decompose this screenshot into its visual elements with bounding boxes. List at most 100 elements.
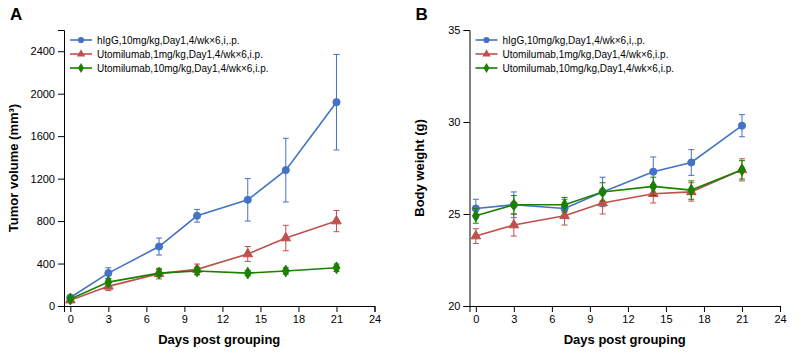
marker <box>155 243 162 250</box>
error-bar-cap <box>650 195 656 196</box>
plot-area <box>66 54 342 305</box>
line <box>70 221 336 300</box>
tick-mark <box>58 136 64 137</box>
legend-marker <box>482 49 490 56</box>
tick: 18 <box>293 306 305 325</box>
tick-mark <box>184 306 185 312</box>
y-axis: 20253035 <box>448 24 470 312</box>
tick-label: 9 <box>182 313 188 325</box>
error-bar-cap <box>600 201 606 202</box>
tick-mark <box>514 306 515 312</box>
y-axis-title: Tumor volume (mm³) <box>6 104 21 232</box>
error-bar <box>156 238 162 255</box>
tick-mark <box>780 306 781 312</box>
error-bar-cap <box>739 158 745 159</box>
error-bar-cap <box>688 199 694 200</box>
legend-item: Utomilumab,1mg/kg,Day1,4/wk×6,i.p. <box>70 49 263 60</box>
tick-label: 6 <box>144 313 150 325</box>
error-bar-cap <box>333 54 339 55</box>
panel-title: A <box>10 5 22 24</box>
error-bar <box>194 209 200 222</box>
error-bar <box>739 159 745 181</box>
legend-label: Utomilumab,10mg/kg,Day1,4/wk×6,i.p. <box>97 63 268 74</box>
marker <box>194 212 201 219</box>
error-bar <box>562 197 568 212</box>
tick-label: 12 <box>217 313 229 325</box>
error-bar-cap <box>245 261 251 262</box>
error-bar-cap <box>105 267 111 268</box>
x-axis: 03691215182124 <box>470 306 787 325</box>
tick-mark <box>464 30 470 31</box>
tick: 15 <box>660 306 672 325</box>
marker <box>650 168 657 175</box>
tick-label: 3 <box>106 313 112 325</box>
error-bar-cap <box>688 180 694 181</box>
tick-mark <box>336 306 337 312</box>
legend-marker <box>77 49 85 56</box>
tick-label: 0 <box>49 300 55 312</box>
line <box>476 170 742 236</box>
error-bar <box>511 196 517 214</box>
error-bar <box>333 54 339 150</box>
x-axis: 03691215182124 <box>65 306 382 325</box>
series <box>471 159 747 244</box>
tick: 1600 <box>31 130 64 142</box>
error-bar-cap <box>650 177 656 178</box>
tick: 18 <box>698 306 710 325</box>
tick: 21 <box>736 306 748 325</box>
tick: 6 <box>144 306 150 325</box>
marker <box>738 122 745 129</box>
tick-mark <box>375 306 376 312</box>
marker <box>244 267 251 279</box>
line <box>70 268 336 299</box>
tick-mark <box>58 221 64 222</box>
tick: 0 <box>49 300 64 312</box>
tick: 400 <box>37 258 64 270</box>
legend-label: Utomilumab,1mg/kg,Day1,4/wk×6,i.p. <box>97 49 263 60</box>
error-bar-cap <box>473 208 479 209</box>
tick-label: 15 <box>660 313 672 325</box>
tick: 9 <box>182 306 188 325</box>
error-bar-cap <box>333 210 339 211</box>
marker <box>243 248 253 256</box>
error-bar-cap <box>562 212 568 213</box>
tick-mark <box>58 306 64 307</box>
tick-mark <box>704 306 705 312</box>
error-bar-cap <box>283 250 289 251</box>
legend-marker <box>483 37 489 43</box>
series <box>66 210 342 302</box>
error-bar-cap <box>156 255 162 256</box>
marker <box>244 196 251 203</box>
legend-item: Utomilumab,1mg/kg,Day1,4/wk×6,i.p. <box>476 49 669 60</box>
tick: 800 <box>37 215 64 227</box>
error-bar <box>739 115 745 137</box>
error-bar-cap <box>473 223 479 224</box>
marker <box>67 293 74 305</box>
legend-marker <box>78 63 84 73</box>
tick: 21 <box>331 306 343 325</box>
tick-mark <box>464 122 470 123</box>
error-bar-cap <box>283 201 289 202</box>
legend-label: Utomilumab,1mg/kg,Day1,4/wk×6,i.p. <box>503 49 669 60</box>
error-bar <box>245 179 251 221</box>
tick-label: 15 <box>255 313 267 325</box>
error-bar-cap <box>511 195 517 196</box>
error-bar-cap <box>473 228 479 229</box>
marker <box>156 267 163 279</box>
tick-label: 21 <box>736 313 748 325</box>
legend-item: hIgG,10mg/kg,Day1,4/wk×6,i,.p. <box>70 35 240 46</box>
legend-item: hIgG,10mg/kg,Day1,4/wk×6,i,.p. <box>476 35 646 46</box>
error-bar-cap <box>245 246 251 247</box>
tick: 0 <box>68 306 74 325</box>
error-bar <box>688 150 694 176</box>
marker <box>510 199 517 211</box>
tick: 1200 <box>31 173 64 185</box>
error-bar <box>511 192 517 218</box>
marker <box>194 265 201 277</box>
marker <box>472 210 479 222</box>
error-bar-cap <box>194 209 200 210</box>
tick-mark <box>146 306 147 312</box>
tick-mark <box>222 306 223 312</box>
tick: 3 <box>106 306 112 325</box>
error-bar-cap <box>688 175 694 176</box>
